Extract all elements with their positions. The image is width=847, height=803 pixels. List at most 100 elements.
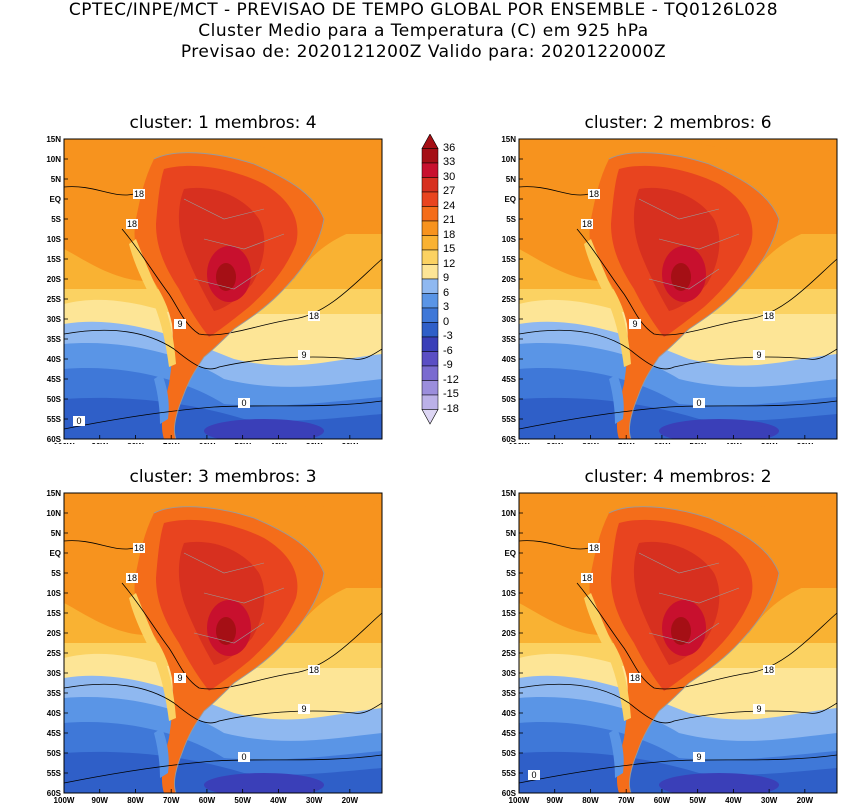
colorbar-level-label: 30 [443, 170, 456, 183]
svg-text:0: 0 [241, 752, 246, 762]
colorbar [421, 134, 439, 425]
colorbar-level-label: 9 [443, 272, 450, 284]
lon-tick-label: 20W [797, 442, 814, 444]
colorbar-level-label: -3 [443, 330, 453, 342]
contour-label: 18 [126, 573, 138, 583]
colorbar-level-label: -12 [443, 373, 459, 386]
lon-tick-label: 60W [654, 796, 671, 803]
contour-label: 9 [298, 350, 310, 360]
svg-text:9: 9 [177, 319, 182, 329]
colorbar-level-label: 3 [443, 301, 450, 313]
colorbar-level-label: 27 [443, 185, 456, 197]
svg-text:18: 18 [630, 673, 640, 683]
colorbar-segment [421, 177, 439, 193]
lat-tick-label: 40S [47, 355, 62, 364]
svg-text:18: 18 [764, 665, 774, 675]
lat-tick-label: 50S [502, 395, 517, 404]
contour-label: 9 [629, 319, 641, 329]
colorbar-level-label: -6 [443, 344, 453, 357]
lon-tick-label: 20W [342, 442, 359, 444]
colorbar-bottom-arrow [421, 409, 439, 425]
lat-tick-label: 5N [51, 529, 61, 538]
colorbar-level-label: -18 [443, 402, 459, 415]
lat-tick-label: 15N [501, 489, 516, 498]
lat-tick-label: 35S [502, 689, 517, 698]
contour-label: 18 [581, 573, 593, 583]
contour-label: 9 [753, 704, 765, 714]
lat-tick-label: 15S [47, 609, 62, 618]
lon-tick-label: 30W [761, 442, 778, 444]
lon-tick-label: 70W [163, 442, 180, 444]
lon-tick-label: 90W [547, 442, 564, 444]
lat-tick-label: 15S [502, 609, 517, 618]
contour-label: 0 [238, 752, 250, 762]
svg-text:18: 18 [589, 189, 599, 199]
colorbar-segment [421, 220, 439, 236]
lat-tick-label: 10S [47, 589, 62, 598]
lat-tick-label: 10N [501, 509, 516, 518]
lat-tick-label: EQ [504, 549, 516, 558]
lat-tick-label: 20S [502, 275, 517, 284]
colorbar-level-label: 21 [443, 214, 456, 226]
svg-text:9: 9 [301, 350, 306, 360]
svg-text:0: 0 [76, 416, 81, 426]
colorbar-level-label: -9 [443, 359, 453, 371]
svg-text:18: 18 [134, 189, 144, 199]
svg-text:18: 18 [589, 543, 599, 553]
svg-text:18: 18 [764, 311, 774, 321]
lon-tick-label: 80W [127, 442, 144, 444]
svg-text:18: 18 [582, 219, 592, 229]
contour-label: 18 [133, 543, 145, 553]
svg-text:18: 18 [309, 311, 319, 321]
colorbar-segment [421, 235, 439, 251]
contour-label: 0 [693, 398, 705, 408]
lon-tick-label: 60W [199, 796, 216, 803]
svg-text:9: 9 [696, 752, 701, 762]
lat-tick-label: 30S [502, 315, 517, 324]
lon-tick-label: 60W [654, 442, 671, 444]
colorbar-top-arrow [421, 134, 439, 149]
lat-tick-label: 30S [47, 315, 62, 324]
temperature-map-panel-1: 18 18 18 9 9 0 0 15N 10N 5N EQ 5S 10S 15S 20S 25S 30S 35S… [46, 135, 383, 444]
colorbar-segment [421, 307, 439, 323]
lat-tick-label: 55S [502, 415, 517, 424]
colorbar-level-label: 36 [443, 141, 456, 154]
svg-text:9: 9 [301, 704, 306, 714]
lat-tick-label: 15N [46, 489, 61, 498]
temperature-map-panel-3: 18 18 18 9 9 0 15N 10N 5N EQ 5S 10S 15S 20S 25S 30S 35S 4… [46, 489, 383, 803]
lat-tick-label: 20S [47, 275, 62, 284]
lat-tick-label: 45S [502, 729, 517, 738]
svg-text:0: 0 [696, 398, 701, 408]
lat-tick-label: 50S [47, 395, 62, 404]
lat-tick-label: 10S [502, 589, 517, 598]
svg-text:18: 18 [127, 573, 137, 583]
contour-label: 18 [588, 543, 600, 553]
lat-tick-label: 35S [47, 335, 62, 344]
contour-label: 18 [133, 189, 145, 199]
lat-tick-label: 10S [47, 235, 62, 244]
lat-tick-label: 5S [51, 215, 61, 224]
colorbar-segment [421, 322, 439, 338]
colorbar-segment [421, 293, 439, 309]
colorbar-level-label: 33 [443, 156, 456, 168]
colorbar-segment [421, 148, 439, 164]
lon-tick-label: 40W [270, 442, 287, 444]
colorbar-level-label: 0 [443, 315, 450, 328]
lon-tick-label: 30W [306, 442, 323, 444]
lon-tick-label: 70W [618, 442, 635, 444]
panel-title-1: cluster: 1 membros: 4 [129, 113, 317, 133]
lat-tick-label: 5N [51, 175, 61, 184]
colorbar-segment [421, 264, 439, 280]
lat-tick-label: 40S [502, 355, 517, 364]
lon-tick-label: 40W [725, 796, 742, 803]
panel-title-2: cluster: 2 membros: 6 [584, 113, 772, 133]
lon-tick-label: 20W [797, 796, 814, 803]
lat-tick-label: 35S [47, 689, 62, 698]
lat-tick-label: 55S [502, 769, 517, 778]
contour-label: 18 [763, 311, 775, 321]
contour-label: 9 [753, 350, 765, 360]
colorbar-level-label: 24 [443, 199, 456, 212]
lat-tick-label: 60S [47, 789, 62, 798]
lon-tick-label: 30W [306, 796, 323, 803]
lat-tick-label: 5N [506, 529, 516, 538]
